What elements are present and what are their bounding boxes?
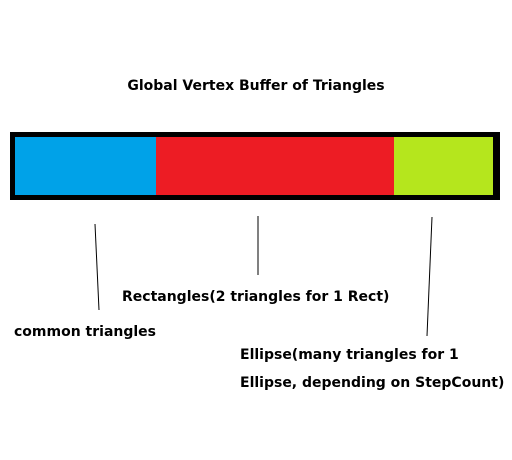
common-pointer-line: [94, 223, 100, 311]
vertex-buffer-bar: [10, 132, 500, 200]
ellipse-segment: [394, 137, 493, 195]
diagram-title: Global Vertex Buffer of Triangles: [127, 78, 385, 94]
common-triangles-label: common triangles: [14, 324, 157, 340]
rectangles-label: Rectangles(2 triangles for 1 Rect): [122, 289, 390, 305]
ellipse-label: Ellipse(many triangles for 1 Ellipse, de…: [240, 346, 504, 392]
common-triangles-segment: [15, 137, 156, 195]
ellipse-label-line2: Ellipse, depending on StepCount): [240, 375, 505, 391]
ellipse-pointer-line: [426, 216, 433, 337]
ellipse-label-line1: Ellipse(many triangles for 1: [240, 347, 459, 363]
rectangles-segment: [156, 137, 394, 195]
